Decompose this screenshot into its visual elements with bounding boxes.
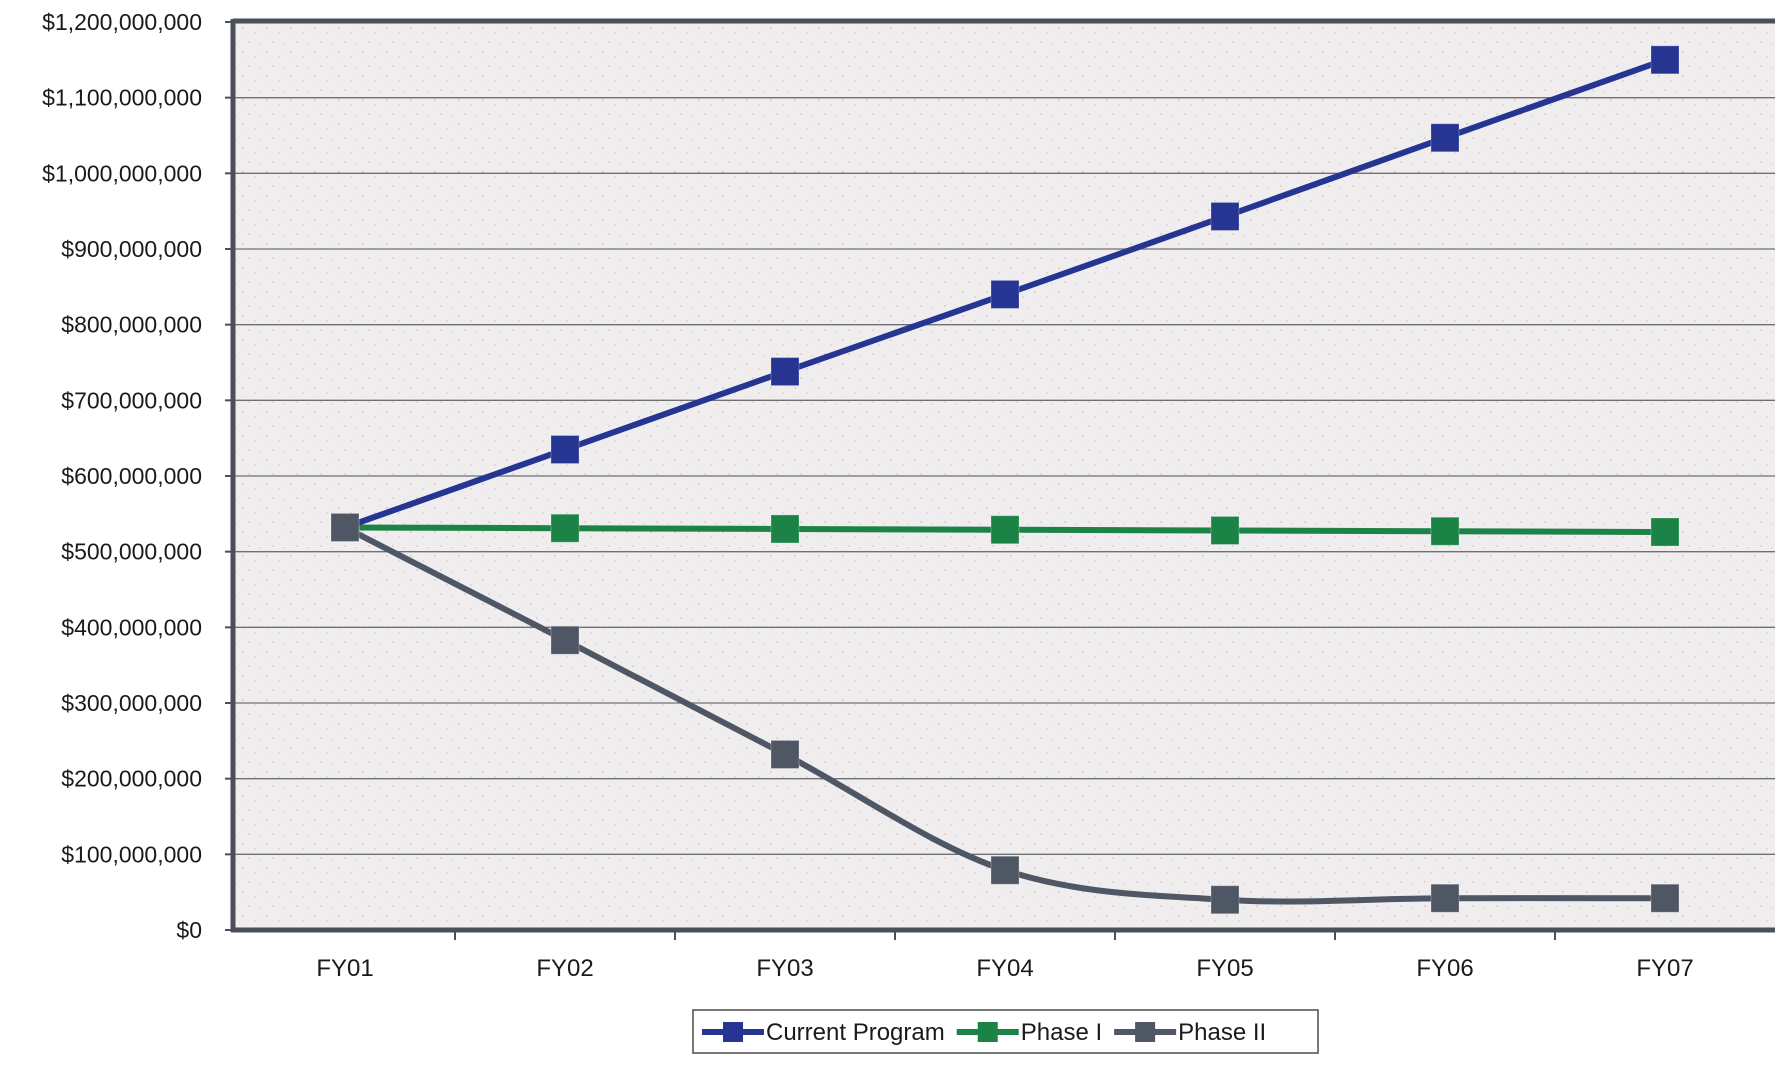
y-tick-label: $800,000,000 — [61, 312, 202, 338]
data-point-phase-ii — [1430, 883, 1460, 913]
legend-item-phase-i: Phase I — [956, 1019, 1102, 1046]
legend-item-current-program: Current Program — [702, 1019, 945, 1046]
legend-label: Phase I — [1021, 1019, 1102, 1046]
y-tick-label: $500,000,000 — [61, 539, 202, 565]
x-tick-label: FY05 — [1196, 955, 1253, 982]
data-point-phase-ii — [550, 625, 580, 655]
data-point-phase-i — [1430, 516, 1460, 546]
series-lines — [330, 45, 1680, 915]
y-tick-label: $1,000,000,000 — [42, 160, 202, 186]
gridlines — [233, 97, 1775, 855]
y-tick-label: $1,200,000,000 — [42, 9, 202, 35]
y-axis-ticks: $0 $100,000,000 $200,000,000 $300,000,000 $4… — [42, 9, 233, 943]
data-point-phase-ii — [770, 739, 800, 769]
data-point-current-program — [990, 279, 1020, 309]
legend-label: Current Program — [766, 1019, 945, 1046]
y-tick-label: $400,000,000 — [61, 614, 202, 640]
y-tick-label: $900,000,000 — [61, 236, 202, 262]
series-phase-ii — [330, 512, 1680, 915]
legend-swatch-marker — [723, 1022, 743, 1042]
data-point-current-program — [770, 357, 800, 387]
data-point-phase-ii — [990, 855, 1020, 885]
data-point-phase-ii — [1650, 883, 1680, 913]
legend-item-phase-ii: Phase II — [1114, 1019, 1266, 1046]
y-tick-label: $200,000,000 — [61, 766, 202, 792]
data-point-phase-i — [990, 515, 1020, 545]
x-tick-label: FY03 — [756, 955, 813, 982]
data-point-phase-i — [1650, 517, 1680, 547]
x-tick-label: FY04 — [976, 955, 1033, 982]
y-tick-label: $300,000,000 — [61, 690, 202, 716]
data-point-phase-i — [1210, 515, 1240, 545]
legend: Current Program Phase I Phase II — [692, 1009, 1319, 1054]
y-tick-label: $600,000,000 — [61, 463, 202, 489]
x-tick-label: FY01 — [316, 955, 373, 982]
legend-swatch-marker — [977, 1022, 998, 1042]
x-tick-label: FY07 — [1636, 955, 1693, 982]
y-tick-label: $700,000,000 — [61, 387, 202, 413]
legend-swatch-marker — [1135, 1022, 1156, 1042]
x-tick-label: FY06 — [1416, 955, 1473, 982]
y-tick-label: $1,100,000,000 — [42, 85, 202, 111]
data-point-phase-i — [550, 513, 580, 543]
x-axis-ticks: FY01 FY02 FY03 FY04 FY05 FY06 FY07 — [316, 930, 1694, 982]
x-tick-label: FY02 — [536, 955, 593, 982]
data-point-phase-ii — [1210, 885, 1240, 915]
data-point-current-program — [1650, 45, 1680, 75]
data-point-phase-ii — [330, 512, 360, 542]
data-point-current-program — [1430, 123, 1460, 153]
data-point-phase-i — [770, 514, 800, 544]
legend-label: Phase II — [1178, 1019, 1266, 1046]
y-tick-label: $100,000,000 — [61, 841, 202, 867]
data-point-current-program — [550, 435, 580, 465]
data-point-current-program — [1210, 201, 1240, 231]
y-tick-label: $0 — [176, 917, 202, 943]
